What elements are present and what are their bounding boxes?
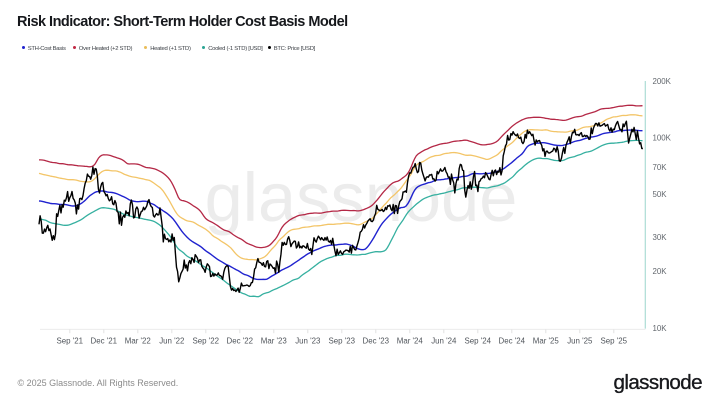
svg-text:Mar '25: Mar '25 — [533, 337, 560, 346]
svg-text:Dec '24: Dec '24 — [499, 337, 526, 346]
svg-text:Jun '25: Jun '25 — [567, 337, 593, 346]
svg-text:Jun '24: Jun '24 — [431, 337, 457, 346]
svg-text:30K: 30K — [653, 233, 668, 242]
svg-text:Sep '21: Sep '21 — [57, 337, 84, 346]
svg-text:Dec '23: Dec '23 — [363, 337, 390, 346]
svg-text:Dec '21: Dec '21 — [91, 337, 118, 346]
svg-text:10K: 10K — [653, 324, 668, 333]
svg-text:Mar '24: Mar '24 — [397, 337, 424, 346]
svg-text:Mar '22: Mar '22 — [125, 337, 151, 346]
svg-text:200K: 200K — [653, 77, 672, 86]
svg-text:Sep '22: Sep '22 — [193, 337, 220, 346]
svg-text:Jun '23: Jun '23 — [295, 337, 321, 346]
svg-text:Sep '24: Sep '24 — [465, 337, 492, 346]
svg-text:70K: 70K — [653, 163, 668, 172]
svg-text:Dec '22: Dec '22 — [227, 337, 254, 346]
svg-text:Sep '23: Sep '23 — [329, 337, 356, 346]
svg-text:Sep '25: Sep '25 — [601, 337, 628, 346]
svg-text:Mar '23: Mar '23 — [261, 337, 288, 346]
svg-text:20K: 20K — [653, 267, 668, 276]
svg-text:Jun '22: Jun '22 — [159, 337, 184, 346]
svg-text:50K: 50K — [653, 190, 668, 199]
svg-text:100K: 100K — [653, 134, 672, 143]
